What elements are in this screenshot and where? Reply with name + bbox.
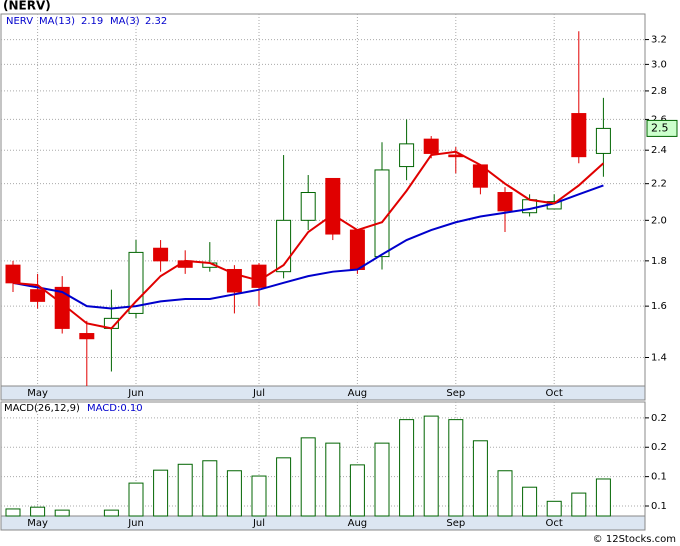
bar: [546, 500, 562, 517]
x-tick-label: May: [27, 388, 48, 399]
x-tick-label: Sep: [446, 388, 465, 399]
y-tick-label: 0.2: [651, 442, 667, 453]
footer: © 12Stocks.com: [593, 534, 676, 545]
ma-line: [12, 150, 605, 330]
candle-body: [571, 113, 587, 158]
y-tick-label: 2.4: [651, 145, 667, 156]
bar: [128, 482, 144, 517]
x-tick-label: Aug: [348, 388, 368, 399]
y-tick-label: 1.6: [651, 301, 667, 312]
bar: [423, 415, 439, 517]
candle-body: [497, 192, 513, 212]
candle-body: [251, 264, 267, 288]
x-tick-label: Aug: [348, 518, 368, 529]
x-tick-label: Sep: [446, 518, 465, 529]
bar: [300, 437, 316, 517]
bar: [202, 460, 218, 517]
bar: [472, 440, 488, 517]
last-close-label: 2.5: [651, 121, 669, 134]
candle-body: [374, 169, 390, 258]
legend-ma13: MA(13): [39, 16, 75, 27]
bar: [103, 509, 119, 517]
symbol: NERV: [6, 16, 33, 27]
bar: [5, 508, 21, 517]
bar: [497, 470, 513, 517]
candle-body: [5, 264, 21, 284]
bar: [374, 442, 390, 517]
candle-body: [349, 229, 365, 270]
bar: [595, 478, 611, 517]
y-tick-label: 3.0: [651, 59, 667, 70]
candle-body: [522, 199, 538, 214]
x-tick-label: Oct: [546, 518, 563, 529]
candle-body: [79, 333, 95, 340]
bar: [251, 475, 267, 517]
bar: [54, 509, 70, 517]
bar: [276, 457, 292, 517]
y-tick-label: 2.0: [651, 215, 667, 226]
last-close-box: [646, 119, 678, 137]
candle-body: [30, 289, 46, 302]
bar: [177, 463, 193, 517]
y-tick-label: 0.2: [651, 413, 667, 424]
bar: [522, 486, 538, 517]
candle-body: [325, 177, 341, 235]
legend-ma13-value: 2.19: [81, 16, 103, 27]
candle-body: [300, 192, 316, 221]
y-tick-label: 1.8: [651, 256, 667, 267]
y-tick-label: 1.4: [651, 352, 667, 363]
macd-current: MACD:0.10: [87, 403, 143, 414]
bar: [349, 464, 365, 517]
bar: [226, 470, 242, 517]
price-date-band: [0, 385, 646, 401]
bar: [448, 419, 464, 517]
price-panel: [0, 13, 646, 387]
x-tick-label: Jul: [252, 388, 265, 399]
y-tick-label: 3.2: [651, 35, 667, 46]
ma-line: [12, 184, 604, 310]
bar: [153, 469, 169, 517]
macd-panel: [0, 401, 646, 517]
y-tick-label: 2.2: [651, 179, 667, 190]
legend-ma3-value: 2.32: [145, 16, 167, 27]
candle-body: [423, 138, 439, 154]
y-tick-label: 2.8: [651, 86, 667, 97]
x-tick-label: Jun: [127, 518, 144, 529]
bar: [571, 492, 587, 517]
bar: [30, 506, 46, 517]
y-tick-label: 0.1: [651, 472, 667, 483]
x-tick-label: Jun: [127, 388, 144, 399]
x-tick-label: Jul: [252, 518, 265, 529]
y-tick-label: 0.1: [651, 501, 667, 512]
candle-body: [399, 143, 415, 168]
candle-body: [595, 127, 611, 154]
macd-title: MACD(26,12,9): [4, 403, 80, 414]
chart-title: (NERV): [3, 0, 51, 13]
x-tick-label: May: [27, 518, 48, 529]
candle-body: [54, 286, 70, 329]
legend-ma3: MA(3): [110, 16, 140, 27]
bar: [325, 442, 341, 517]
candle-body: [153, 247, 169, 262]
bar: [399, 419, 415, 517]
macd-date-band: [0, 515, 646, 531]
x-tick-label: Oct: [546, 388, 563, 399]
